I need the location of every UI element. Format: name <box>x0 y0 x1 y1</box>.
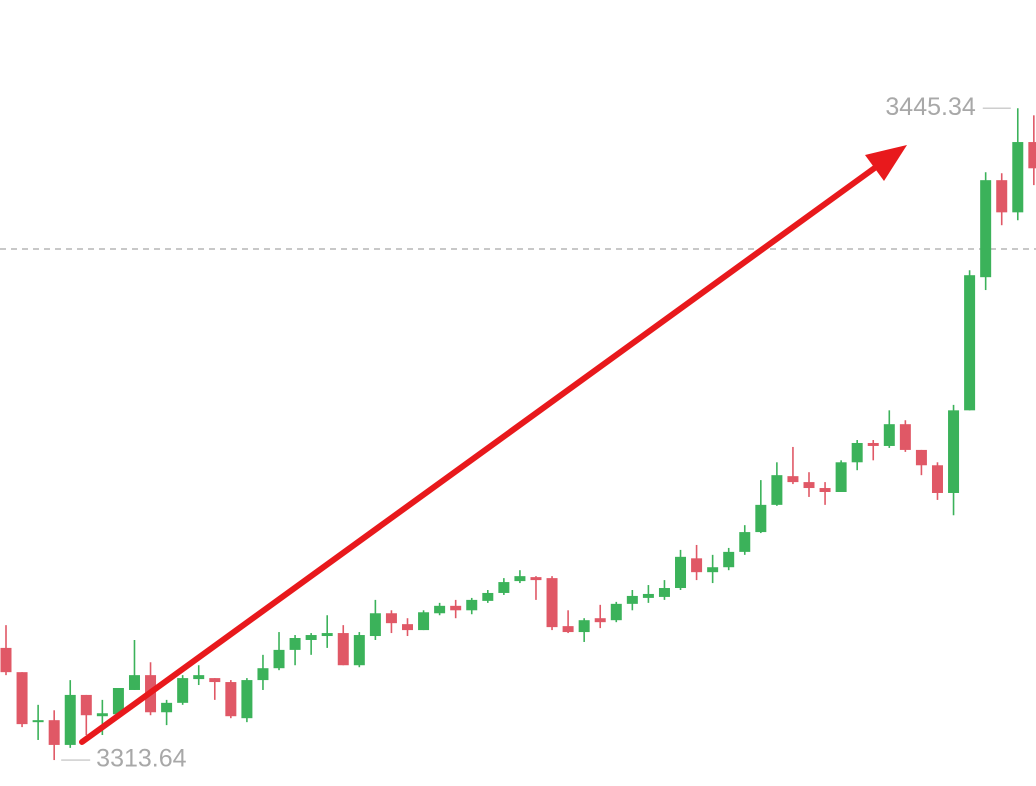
candle-body <box>964 275 976 411</box>
candle-body <box>658 588 670 597</box>
candle-body <box>48 720 60 745</box>
candle-body <box>16 672 28 725</box>
candle-body <box>562 626 574 633</box>
annotation-label: 3313.64 <box>96 745 186 773</box>
candle-body <box>578 620 590 633</box>
candle-body <box>980 180 992 278</box>
candle-body <box>482 592 494 601</box>
candle-body <box>466 599 478 611</box>
candle-body <box>867 442 879 446</box>
candle-body <box>225 682 237 717</box>
candle-body <box>626 595 638 604</box>
candle-body <box>418 612 430 631</box>
candle-body <box>434 605 446 614</box>
candle-body <box>305 635 317 640</box>
candle-body <box>530 577 542 581</box>
candle-body <box>883 424 895 446</box>
candle-body <box>835 462 847 492</box>
arrow-head <box>865 145 907 181</box>
candle-body <box>915 449 927 466</box>
candle-body <box>257 668 269 681</box>
candle-body <box>739 532 751 552</box>
candle-body <box>64 694 76 745</box>
candle-body <box>177 678 189 703</box>
annotation-label: 3445.34 <box>885 93 975 121</box>
candle-body <box>402 624 413 631</box>
candle-body <box>787 476 799 483</box>
candle-body <box>80 694 92 716</box>
candle-body <box>193 675 205 680</box>
candle-body <box>321 633 333 637</box>
candle-body <box>0 647 12 673</box>
candle-body <box>498 582 510 593</box>
candle-body <box>996 180 1008 213</box>
candle-body <box>691 558 703 573</box>
candle-body <box>385 613 397 624</box>
candle-body <box>707 567 719 573</box>
candle-body <box>112 687 124 715</box>
candle-body <box>931 465 943 493</box>
candle-body <box>899 424 911 450</box>
candle-body <box>209 678 221 683</box>
candle-body <box>819 488 831 492</box>
candle-body <box>642 593 654 598</box>
candle-body <box>610 603 622 621</box>
candle-body <box>723 551 735 568</box>
candle-body <box>594 618 606 623</box>
arrow-shaft <box>79 164 879 745</box>
candle-body <box>161 702 173 713</box>
trend-arrow <box>79 145 907 745</box>
candle-body <box>546 578 558 628</box>
candle-body <box>96 713 108 717</box>
candle-body <box>450 605 462 611</box>
candle-body <box>353 635 365 666</box>
candle-body <box>514 576 526 582</box>
candle-body <box>675 556 687 589</box>
candle-body <box>851 442 863 463</box>
candle-body <box>128 675 140 690</box>
candle-body <box>1028 142 1036 169</box>
candle-body <box>771 475 783 505</box>
candle-body <box>241 680 253 719</box>
candle-body <box>755 504 767 533</box>
candle-body <box>337 633 349 666</box>
candle-body <box>273 649 285 669</box>
candle-body <box>1012 142 1024 213</box>
candle-body <box>369 613 381 637</box>
candle-body <box>289 638 301 650</box>
candle-body <box>803 482 815 489</box>
candle-body <box>32 720 44 723</box>
candle-body <box>948 410 960 493</box>
